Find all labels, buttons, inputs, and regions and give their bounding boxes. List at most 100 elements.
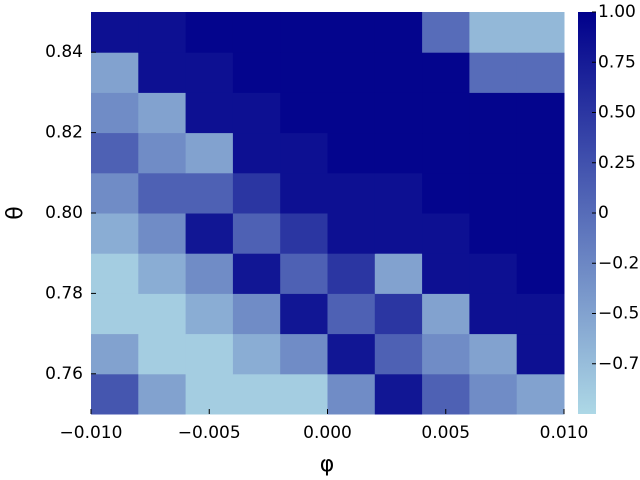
heatmap-cell (280, 172, 328, 214)
heatmap-cell (422, 132, 470, 174)
heatmap-cell (469, 333, 518, 375)
heatmap-cell (91, 373, 139, 415)
heatmap-cell (422, 213, 470, 254)
heatmap-cell (327, 132, 376, 174)
heatmap-cell (185, 213, 234, 254)
heatmap-cell (374, 213, 423, 254)
heatmap-cell (91, 12, 139, 53)
colorbar (578, 12, 596, 414)
heatmap-cell (280, 373, 328, 415)
heatmap-cell (469, 132, 518, 174)
colorbar-tick-label: 0 (598, 203, 609, 223)
y-tick-label: 0.80 (45, 203, 83, 223)
heatmap-cell (280, 52, 328, 93)
heatmap-cell (280, 12, 328, 53)
heatmap-cell (185, 293, 234, 335)
heatmap-cell (280, 92, 328, 134)
heatmap-cell (232, 213, 281, 254)
heatmap-cell (232, 293, 281, 335)
x-tick-label: 0.000 (303, 423, 352, 443)
y-tick-label: 0.84 (45, 42, 83, 62)
heatmap-cell (516, 333, 565, 375)
colorbar-tick-label: 0.25 (598, 153, 636, 173)
heatmap-cell (374, 293, 423, 335)
heatmap-cell (91, 253, 139, 294)
heatmap-cell (138, 213, 187, 254)
heatmap-cell (516, 213, 565, 254)
colorbar-tick-label: −0.50 (598, 304, 640, 324)
heatmap-cell (469, 12, 518, 53)
heatmap-cell (469, 92, 518, 134)
heatmap-cell (516, 172, 565, 214)
heatmap-cell (280, 132, 328, 174)
heatmap-cell (374, 52, 423, 93)
heatmap-cell (327, 293, 376, 335)
heatmap-cell (138, 293, 187, 335)
heatmap-cell (138, 12, 187, 53)
heatmap-cell (138, 172, 187, 214)
heatmap-cell (374, 373, 423, 415)
heatmap-cell (469, 172, 518, 214)
heatmap-cell (422, 293, 470, 335)
heatmap-cell (422, 373, 470, 415)
heatmap-cell (422, 12, 470, 53)
colorbar-tick-label: 0.50 (598, 103, 636, 123)
heatmap-cell (374, 12, 423, 53)
heatmap-cell (469, 52, 518, 93)
colorbar-tick-label: −0.75 (598, 354, 640, 374)
heatmap-cell (232, 172, 281, 214)
heatmap-cell (91, 172, 139, 214)
colorbar-tick-label: 1.00 (598, 2, 636, 22)
heatmap-cell (185, 92, 234, 134)
heatmap-cell (280, 333, 328, 375)
y-tick-label: 0.82 (45, 123, 83, 143)
heatmap-cell (91, 92, 139, 134)
heatmap-cell (232, 253, 281, 294)
y-tick-label: 0.78 (45, 283, 83, 303)
heatmap-cell (232, 52, 281, 93)
heatmap-cell (516, 132, 565, 174)
heatmap-cell (374, 172, 423, 214)
x-axis-label: φ (320, 452, 335, 477)
heatmap-cell (327, 92, 376, 134)
heatmap-cell (469, 373, 518, 415)
x-tick-label: −0.010 (60, 423, 123, 443)
heatmap-cell (469, 253, 518, 294)
heatmap-cell (91, 52, 139, 93)
heatmap-cell (516, 52, 565, 93)
heatmap-cell (138, 253, 187, 294)
heatmap-cell (138, 132, 187, 174)
heatmap-cell (374, 253, 423, 294)
heatmap-cell (374, 132, 423, 174)
heatmap-cell (516, 12, 565, 53)
heatmap-cell (91, 132, 139, 174)
heatmap-cell (280, 253, 328, 294)
colorbar-tick-label: 0.75 (598, 52, 636, 72)
heatmap-cell (91, 213, 139, 254)
heatmap-cell (422, 92, 470, 134)
x-tick-label: −0.005 (178, 423, 241, 443)
heatmap-cell (185, 333, 234, 375)
y-tick-label: 0.76 (45, 364, 83, 384)
heatmap-cell (374, 333, 423, 375)
heatmap-cell (138, 373, 187, 415)
heatmap-cell (516, 253, 565, 294)
heatmap-cell (232, 12, 281, 53)
heatmap-cell (185, 132, 234, 174)
heatmap-cell (469, 213, 518, 254)
heatmap-cell (327, 253, 376, 294)
heatmap-cell (280, 213, 328, 254)
heatmap-cell (327, 172, 376, 214)
heatmap-cell (374, 92, 423, 134)
heatmap-cell (232, 92, 281, 134)
heatmap-cell (138, 333, 187, 375)
heatmap-cell (516, 92, 565, 134)
heatmap-cell (422, 52, 470, 93)
heatmap-cell (327, 213, 376, 254)
heatmap-cell (91, 333, 139, 375)
heatmap-cell (516, 293, 565, 335)
heatmap-cell (422, 333, 470, 375)
heatmap-cell (185, 373, 234, 415)
heatmap-cell (422, 253, 470, 294)
